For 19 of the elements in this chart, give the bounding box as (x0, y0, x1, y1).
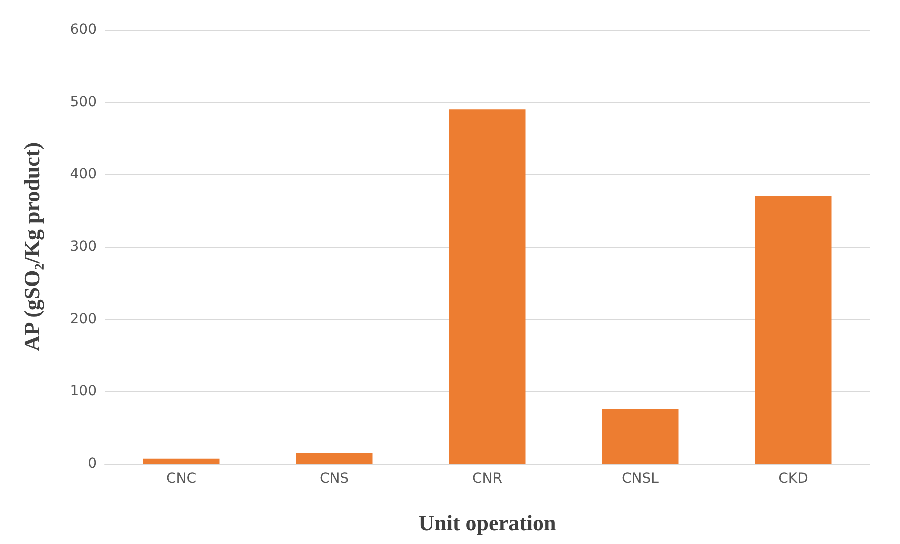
x-axis-title: Unit operation (418, 510, 556, 536)
bar (296, 453, 373, 464)
bar (602, 409, 679, 464)
y-tick-label: 0 (88, 456, 97, 472)
y-tick-label: 500 (70, 94, 97, 110)
y-tick-label: 100 (70, 384, 97, 400)
x-tick-label: CNC (166, 471, 197, 487)
bar (143, 458, 220, 464)
y-tick-label: 200 (70, 311, 97, 328)
y-tick-label: 400 (70, 166, 97, 183)
x-tick-label: CNS (320, 471, 350, 487)
x-tick-label: CNSL (622, 471, 660, 487)
x-tick-label: CNR (472, 471, 503, 487)
bar (755, 196, 832, 464)
x-tick-label: CKD (778, 471, 808, 487)
y-tick-label: 600 (70, 22, 97, 38)
y-tick-label: 300 (70, 239, 97, 255)
y-axis-title: AP (gSO₂/Kg product) (20, 142, 44, 352)
bar (449, 110, 526, 464)
